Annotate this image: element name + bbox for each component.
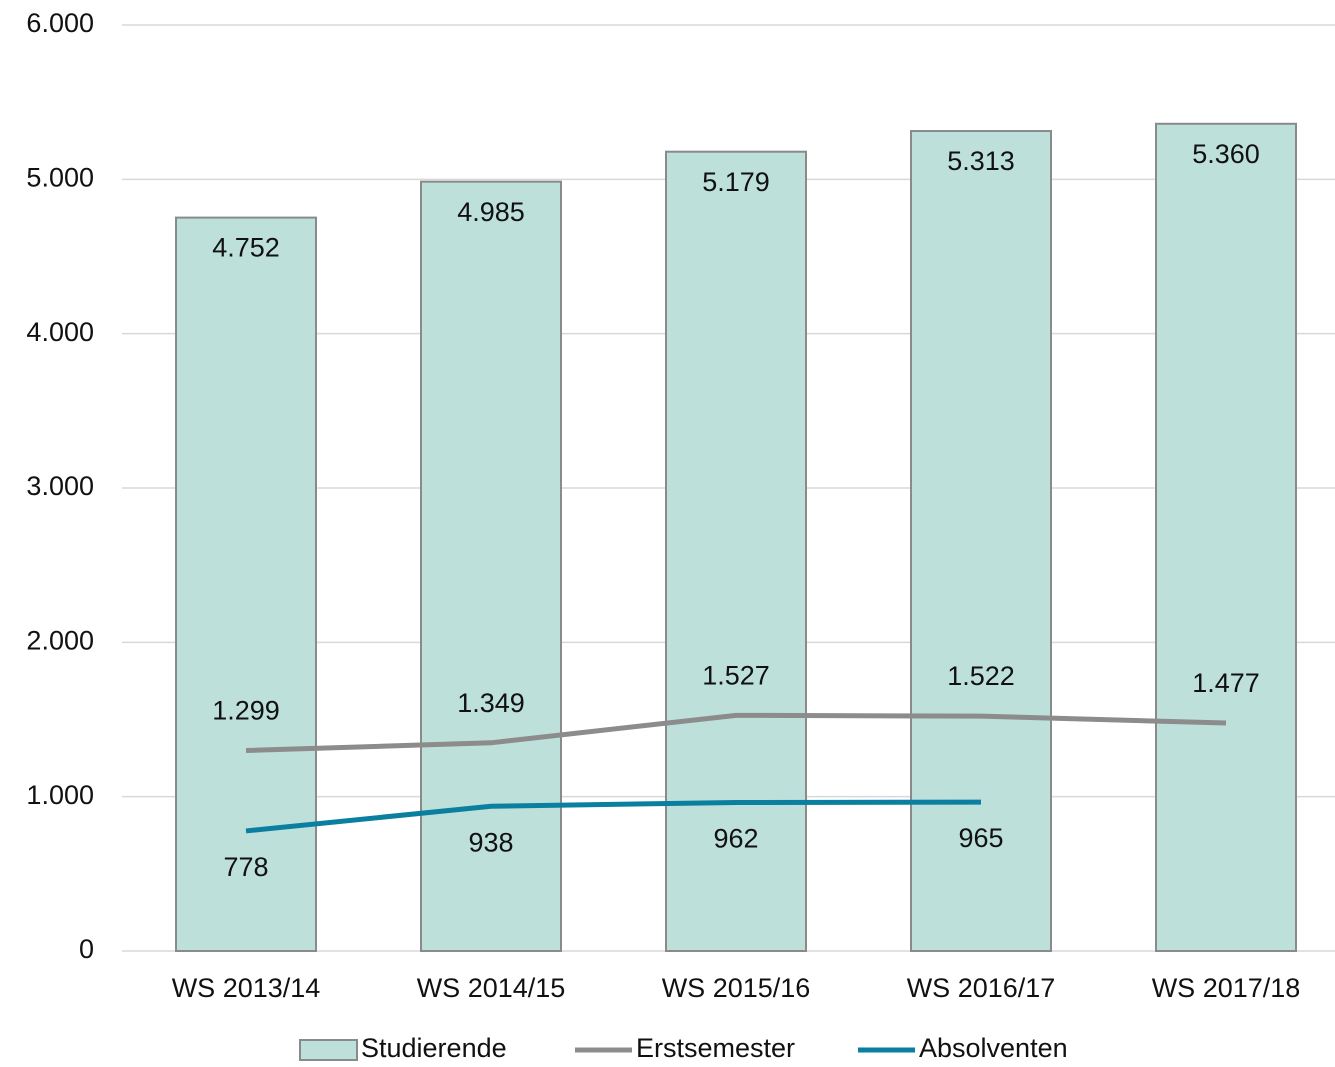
y-tick-label: 3.000	[26, 471, 94, 501]
data-label: 1.349	[457, 688, 525, 718]
data-label: 5.360	[1192, 139, 1260, 169]
data-label: 938	[468, 827, 513, 857]
data-label: 1.299	[212, 696, 280, 726]
data-label: 962	[713, 824, 758, 854]
data-label: 4.985	[457, 197, 525, 227]
x-tick-label: WS 2015/16	[662, 973, 811, 1003]
y-tick-label: 2.000	[26, 625, 94, 655]
x-tick-label: WS 2013/14	[172, 973, 321, 1003]
bar	[420, 180, 562, 953]
data-label: 1.527	[702, 660, 770, 690]
legend-label: Erstsemester	[636, 1033, 795, 1063]
data-label: 5.313	[947, 146, 1015, 176]
bar	[1155, 122, 1297, 953]
legend-label: Studierende	[361, 1033, 507, 1063]
data-label: 965	[958, 823, 1003, 853]
line	[245, 712, 1227, 754]
y-tick-label: 5.000	[26, 162, 94, 192]
x-tick-label: WS 2014/15	[417, 973, 566, 1003]
data-label: 778	[223, 852, 268, 882]
x-tick-label: WS 2016/17	[907, 973, 1056, 1003]
x-tick-label: WS 2017/18	[1152, 973, 1301, 1003]
legend-label: Absolventen	[919, 1033, 1068, 1063]
data-label: 1.522	[947, 661, 1015, 691]
y-tick-label: 6.000	[26, 8, 94, 38]
y-tick-label: 4.000	[26, 317, 94, 347]
y-tick-label: 1.000	[26, 780, 94, 810]
data-label: 5.179	[702, 167, 770, 197]
legend-swatch	[299, 1039, 358, 1061]
data-label: 4.752	[212, 233, 280, 263]
data-label: 1.477	[1192, 668, 1260, 698]
y-tick-label: 0	[79, 934, 94, 964]
bar	[175, 216, 317, 953]
bar	[910, 130, 1052, 953]
bar	[665, 150, 807, 953]
line	[245, 799, 982, 834]
